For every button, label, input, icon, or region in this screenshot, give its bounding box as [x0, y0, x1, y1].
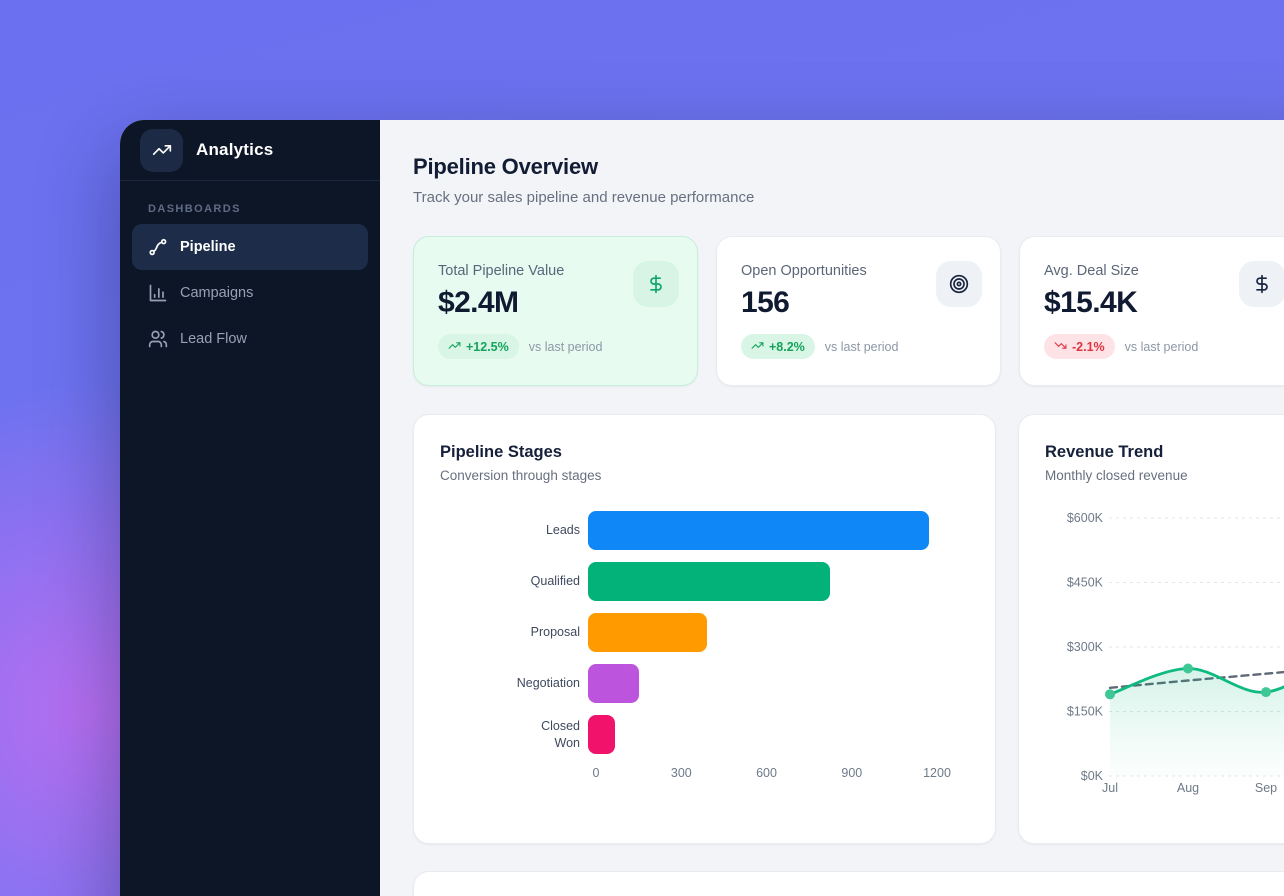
lead-flow-icon [148, 329, 168, 349]
data-point-marker [1261, 687, 1271, 698]
compare-label: vs last period [528, 339, 603, 354]
revenue-trend-chart: $0K $150K $300K $450K $600K Jul Aug Sep [1045, 499, 1284, 801]
bar [588, 613, 708, 652]
x-tick-label: 300 [670, 766, 692, 780]
main-content: Pipeline Overview Track your sales pipel… [380, 120, 1284, 896]
pipeline-stages-chart: Leads Qualified Proposal Negotiation Clo… [440, 511, 969, 782]
series-line-monthly-revenue-($k) [1108, 667, 1284, 696]
change-value: +12.5% [466, 339, 509, 354]
kpi-card-total-pipeline-value: Total Pipeline Value $2.4M +12.5% vs las… [413, 236, 698, 386]
campaigns-icon [148, 283, 168, 303]
page-subtitle: Track your sales pipeline and revenue pe… [413, 189, 755, 206]
kpi-meta: +12.5% vs last period [438, 334, 673, 359]
x-tick-label: 900 [841, 766, 863, 780]
kpi-card-open-opportunities: Open Opportunities 156 +8.2% vs last per… [716, 236, 1001, 386]
x-tick-label: 600 [756, 766, 777, 780]
trending-up-icon [751, 339, 764, 355]
bar-category-label: Negotiation [516, 676, 580, 691]
bar-track [588, 562, 969, 601]
change-badge: +8.2% [741, 334, 815, 359]
app-window: Analytics DASHBOARDS Pipeline Campaigns Le… [120, 120, 1284, 896]
sidebar-item-lead-flow[interactable]: Lead Flow [132, 316, 368, 362]
kpi-meta: +8.2% vs last period [741, 334, 976, 359]
data-point-marker [1105, 689, 1115, 700]
bar [588, 562, 830, 601]
dollar-icon [1239, 261, 1284, 307]
chart-title: Revenue Trend [1045, 443, 1164, 461]
change-badge: +12.5% [438, 334, 519, 359]
y-tick-label: $300K [1067, 640, 1104, 654]
data-point-marker [1183, 663, 1193, 674]
kpi-label: Total Pipeline Value [438, 263, 565, 279]
y-tick-label: $450K [1067, 576, 1104, 590]
compare-label: vs last period [1124, 339, 1199, 354]
sidebar-nav: Pipeline Campaigns Lead Flow [120, 224, 380, 362]
bar-track [588, 664, 969, 703]
kpi-meta: -2.1% vs last period [1044, 334, 1279, 359]
bar-x-axis: 0 300 600 900 1200 [592, 766, 969, 782]
bar-category-label: Leads [545, 523, 580, 538]
sidebar-section-label: DASHBOARDS [148, 203, 241, 215]
x-tick-label: 0 [592, 766, 600, 780]
change-badge: -2.1% [1044, 334, 1115, 359]
kpi-label: Avg. Deal Size [1044, 263, 1139, 279]
bar-category-label: Qualified [530, 574, 580, 589]
chart-title: Pipeline Stages [440, 443, 562, 461]
x-tick-label: Aug [1177, 781, 1199, 795]
sidebar-item-label: Campaigns [180, 285, 254, 301]
revenue-trend-card: Revenue Trend Monthly closed revenue $0K… [1018, 414, 1284, 844]
bar-track [588, 511, 969, 550]
trending-up-icon [448, 339, 461, 355]
kpi-value: $15.4K [1044, 286, 1138, 319]
area-fill [1110, 668, 1284, 776]
bar-row-closed-won: Closed Won [440, 715, 969, 754]
bar [588, 511, 929, 550]
chart-subtitle: Monthly closed revenue [1045, 468, 1188, 483]
bar-row-proposal: Proposal [440, 613, 969, 652]
x-tick-label: Sep [1255, 781, 1277, 795]
target-icon [936, 261, 982, 307]
dollar-icon [633, 261, 679, 307]
sidebar: Analytics DASHBOARDS Pipeline Campaigns Le… [120, 120, 380, 896]
charts-row: Pipeline Stages Conversion through stage… [413, 414, 1284, 844]
bar [588, 715, 615, 754]
bar-track [588, 613, 969, 652]
kpi-row: Total Pipeline Value $2.4M +12.5% vs las… [413, 236, 1284, 386]
bar-category-label: Proposal [530, 625, 580, 640]
sidebar-item-label: Lead Flow [180, 331, 247, 347]
kpi-value: $2.4M [438, 286, 519, 319]
app-title: Analytics [196, 140, 274, 159]
kpi-value: 156 [741, 286, 790, 319]
x-tick-label: 1200 [923, 766, 951, 780]
bar [588, 664, 640, 703]
bar-row-negotiation: Negotiation [440, 664, 969, 703]
pipeline-icon [148, 237, 168, 257]
y-tick-label: $150K [1067, 705, 1104, 719]
y-tick-label: $0K [1081, 769, 1104, 783]
kpi-label: Open Opportunities [741, 263, 867, 279]
sidebar-item-pipeline[interactable]: Pipeline [132, 224, 368, 270]
trending-up-logo-icon [140, 128, 183, 172]
change-value: +8.2% [769, 339, 805, 354]
page-title: Pipeline Overview [413, 154, 598, 179]
bar-track [588, 715, 969, 754]
sidebar-item-label: Pipeline [180, 239, 236, 255]
sidebar-item-campaigns[interactable]: Campaigns [132, 270, 368, 316]
y-tick-label: $600K [1067, 511, 1104, 525]
bar-row-leads: Leads [440, 511, 969, 550]
bar-category-label: Closed Won [541, 719, 580, 750]
chart-subtitle: Conversion through stages [440, 468, 602, 483]
bar-row-qualified: Qualified [440, 562, 969, 601]
compare-label: vs last period [824, 339, 899, 354]
pipeline-stages-card: Pipeline Stages Conversion through stage… [413, 414, 996, 844]
kpi-card-avg.-deal-size: Avg. Deal Size $15.4K -2.1% vs last peri… [1019, 236, 1284, 386]
change-value: -2.1% [1072, 339, 1105, 354]
trending-down-icon [1054, 339, 1067, 355]
x-tick-label: Jul [1102, 781, 1118, 795]
bottom-card [413, 871, 1284, 896]
line-chart-svg: $0K $150K $300K $450K $600K Jul Aug Sep [1067, 511, 1284, 795]
brand: Analytics [120, 120, 380, 181]
